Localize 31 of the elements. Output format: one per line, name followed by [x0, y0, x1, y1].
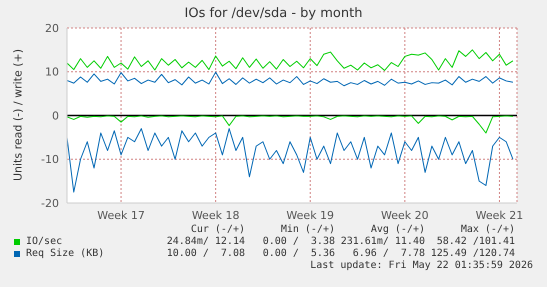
- line-series: [67, 72, 514, 86]
- text: 125.49 /120.74: [430, 248, 515, 259]
- x-tick-label: Week 21: [476, 208, 524, 222]
- legend-label: Req Size (KB): [26, 248, 104, 259]
- text: 6.96 / 7.78: [352, 248, 425, 259]
- x-tick-label: Week 17: [97, 208, 145, 222]
- y-tick-label: 20: [45, 22, 59, 35]
- x-tick-label: Week 20: [381, 208, 429, 222]
- line-series: [67, 49, 514, 71]
- text: 24.84m/ 12.14: [166, 236, 245, 247]
- y-tick-label: -10: [41, 153, 59, 166]
- y-axis-title: Units read (-) / write (+): [12, 48, 24, 182]
- y-tick-label: 0: [52, 109, 59, 122]
- x-tick-label: Week 19: [286, 208, 334, 222]
- line-series: [67, 128, 514, 193]
- text: 0.00 / 5.36: [262, 248, 335, 259]
- text: 10.00 / 7.08: [166, 248, 245, 259]
- text: Cur (-/+): [190, 224, 245, 235]
- text: 231.61m/ 11.40: [340, 236, 425, 247]
- chart-title: IOs for /dev/sda - by month: [184, 6, 364, 21]
- text: Avg (-/+): [370, 224, 425, 235]
- text: Max (-/+): [460, 224, 515, 235]
- text: Last update: Fri May 22 01:35:59 2026: [310, 260, 533, 271]
- legend-label: IO/sec: [26, 236, 62, 247]
- text: 58.42 /101.41: [436, 236, 515, 247]
- x-tick-label: Week 18: [192, 208, 240, 222]
- y-tick-label: 10: [45, 66, 59, 79]
- y-tick-label: -20: [41, 196, 59, 210]
- text: 0.00 / 3.38: [262, 236, 335, 247]
- line-series: [67, 115, 514, 134]
- text: Min (-/+): [280, 224, 335, 235]
